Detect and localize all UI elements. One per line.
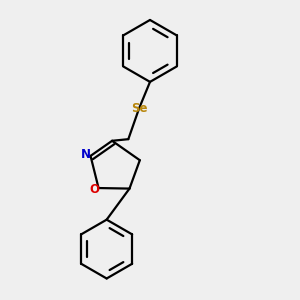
Text: Se: Se xyxy=(131,102,147,115)
Text: O: O xyxy=(89,183,99,196)
Text: N: N xyxy=(81,148,91,161)
